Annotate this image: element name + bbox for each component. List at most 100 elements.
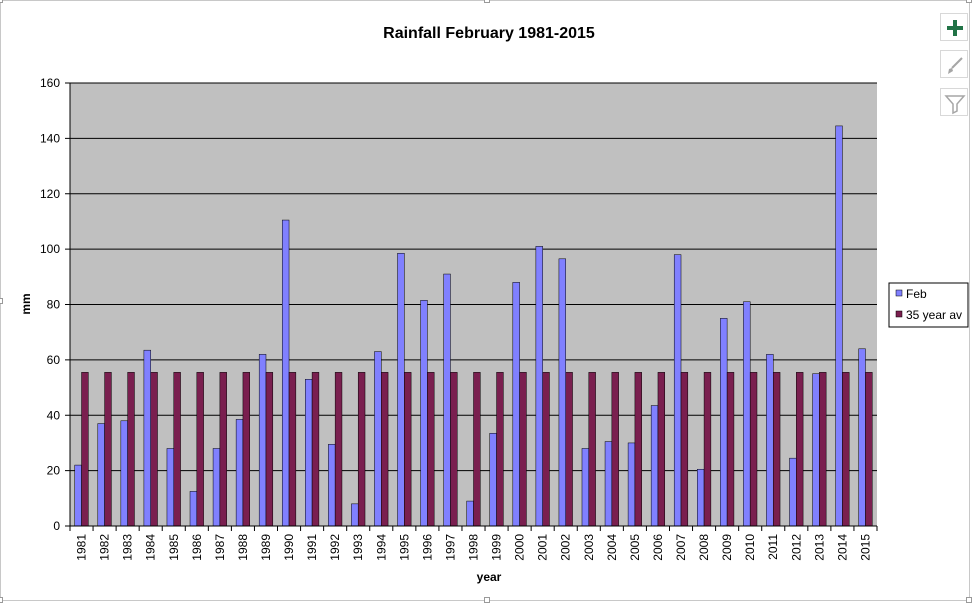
- bar-35-year-av[interactable]: [81, 372, 89, 527]
- resize-handle-bottom-right[interactable]: [966, 597, 972, 603]
- bar-feb[interactable]: [812, 373, 820, 527]
- bar-feb[interactable]: [858, 348, 866, 527]
- resize-handle-bottom-left[interactable]: [0, 597, 3, 603]
- bar-35-year-av[interactable]: [542, 372, 550, 527]
- x-tick-label: 2014: [835, 534, 849, 561]
- bar-35-year-av[interactable]: [703, 372, 712, 527]
- bar-35-year-av[interactable]: [680, 372, 689, 527]
- bar-feb[interactable]: [627, 442, 636, 527]
- bar-feb[interactable]: [166, 448, 175, 527]
- bar-feb[interactable]: [512, 282, 520, 527]
- bar-35-year-av[interactable]: [219, 372, 227, 527]
- bar-feb[interactable]: [697, 468, 705, 527]
- bar-35-year-av[interactable]: [842, 372, 850, 527]
- legend[interactable]: Feb 35 year av: [888, 282, 969, 328]
- x-tick-label: 2013: [812, 534, 826, 561]
- bar-35-year-av[interactable]: [404, 372, 412, 527]
- bar-feb[interactable]: [305, 379, 313, 527]
- bar-feb[interactable]: [743, 301, 751, 527]
- bar-35-year-av[interactable]: [288, 372, 297, 527]
- bar-feb[interactable]: [397, 253, 405, 527]
- bar-feb[interactable]: [328, 444, 336, 527]
- bar-feb[interactable]: [281, 219, 290, 527]
- bar-feb[interactable]: [466, 500, 474, 527]
- bar-35-year-av[interactable]: [357, 372, 366, 527]
- bar-feb[interactable]: [97, 423, 105, 527]
- bar-35-year-av[interactable]: [565, 372, 573, 527]
- bar-feb[interactable]: [212, 448, 221, 527]
- bar-35-year-av[interactable]: [311, 372, 320, 527]
- bar-35-year-av[interactable]: [196, 372, 204, 527]
- x-tick-label: 2009: [720, 534, 734, 561]
- bar-35-year-av[interactable]: [381, 372, 389, 527]
- bar-35-year-av[interactable]: [749, 372, 758, 527]
- x-tick-label: 1991: [305, 534, 319, 561]
- bar-feb[interactable]: [74, 464, 82, 527]
- y-tick-label: 160: [40, 76, 60, 90]
- bar-35-year-av[interactable]: [104, 372, 112, 527]
- y-tick-label: 20: [47, 464, 61, 478]
- bar-35-year-av[interactable]: [242, 372, 250, 527]
- chart-styles-button[interactable]: [940, 50, 968, 78]
- bar-feb[interactable]: [789, 457, 797, 527]
- x-tick-label: 1984: [144, 534, 158, 561]
- bar-feb[interactable]: [120, 420, 128, 527]
- bar-35-year-av[interactable]: [427, 372, 435, 527]
- bar-feb[interactable]: [604, 441, 613, 527]
- bar-feb[interactable]: [443, 273, 451, 527]
- bar-feb[interactable]: [189, 491, 198, 527]
- x-tick-label: 1989: [259, 534, 273, 561]
- bar-feb[interactable]: [489, 432, 497, 527]
- bar-feb[interactable]: [720, 318, 728, 527]
- resize-handle-top[interactable]: [484, 0, 490, 3]
- bar-35-year-av[interactable]: [772, 372, 781, 527]
- x-tick-label: 2010: [743, 534, 757, 561]
- resize-handle-top-left[interactable]: [0, 0, 3, 3]
- bar-35-year-av[interactable]: [611, 372, 619, 527]
- bar-feb[interactable]: [581, 448, 590, 527]
- bar-35-year-av[interactable]: [173, 372, 181, 527]
- bar-35-year-av[interactable]: [588, 372, 596, 527]
- bar-35-year-av[interactable]: [726, 372, 735, 527]
- bar-feb[interactable]: [374, 351, 382, 527]
- chart-filters-button[interactable]: [940, 88, 968, 116]
- x-tick-label: 1997: [443, 534, 457, 561]
- bar-feb[interactable]: [420, 300, 428, 527]
- bar-feb[interactable]: [558, 258, 566, 527]
- bar-feb[interactable]: [673, 254, 682, 527]
- bar-feb[interactable]: [535, 246, 543, 527]
- x-tick-label: 2003: [582, 534, 596, 561]
- bar-35-year-av[interactable]: [634, 372, 642, 527]
- resize-handle-top-right[interactable]: [966, 0, 972, 3]
- bar-35-year-av[interactable]: [127, 372, 135, 527]
- bar-35-year-av[interactable]: [819, 372, 827, 527]
- bar-35-year-av[interactable]: [496, 372, 504, 527]
- bar-35-year-av[interactable]: [150, 372, 158, 527]
- resize-handle-bottom[interactable]: [484, 597, 490, 603]
- brush-icon: [948, 57, 963, 74]
- bar-feb[interactable]: [766, 354, 774, 527]
- bar-35-year-av[interactable]: [796, 372, 804, 527]
- bar-feb[interactable]: [351, 503, 359, 527]
- bar-35-year-av[interactable]: [450, 372, 458, 527]
- bar-feb[interactable]: [835, 125, 843, 527]
- bar-feb[interactable]: [143, 349, 151, 527]
- y-tick-label: 60: [47, 353, 61, 367]
- bar-feb[interactable]: [235, 419, 244, 527]
- bar-35-year-av[interactable]: [265, 372, 274, 527]
- bar-feb[interactable]: [258, 354, 267, 527]
- bar-feb[interactable]: [650, 405, 659, 527]
- bar-35-year-av[interactable]: [334, 372, 343, 527]
- legend-label: Feb: [906, 287, 927, 301]
- gridlines: [65, 82, 877, 527]
- bar-35-year-av[interactable]: [657, 372, 666, 527]
- bar-35-year-av[interactable]: [473, 372, 481, 527]
- x-tick-label: 2005: [628, 534, 642, 561]
- x-tick-label: 2011: [766, 534, 780, 560]
- resize-handle-left[interactable]: [0, 298, 3, 304]
- x-tick-labels: 1981 1982 1983 1984 1985 1986 1987 1988 1989 1990…: [75, 534, 873, 561]
- bar-35-year-av[interactable]: [519, 372, 527, 527]
- bar-35-year-av[interactable]: [865, 372, 873, 527]
- x-tick-label: 1998: [467, 534, 481, 561]
- chart-elements-button[interactable]: [940, 13, 968, 41]
